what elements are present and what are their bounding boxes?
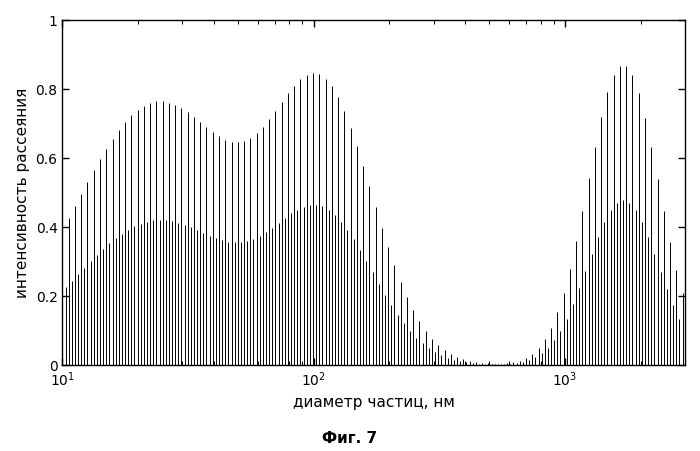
X-axis label: диаметр частиц, нм: диаметр частиц, нм (293, 394, 454, 409)
Text: Фиг. 7: Фиг. 7 (323, 430, 377, 445)
Y-axis label: интенсивность рассеяния: интенсивность рассеяния (15, 88, 30, 298)
